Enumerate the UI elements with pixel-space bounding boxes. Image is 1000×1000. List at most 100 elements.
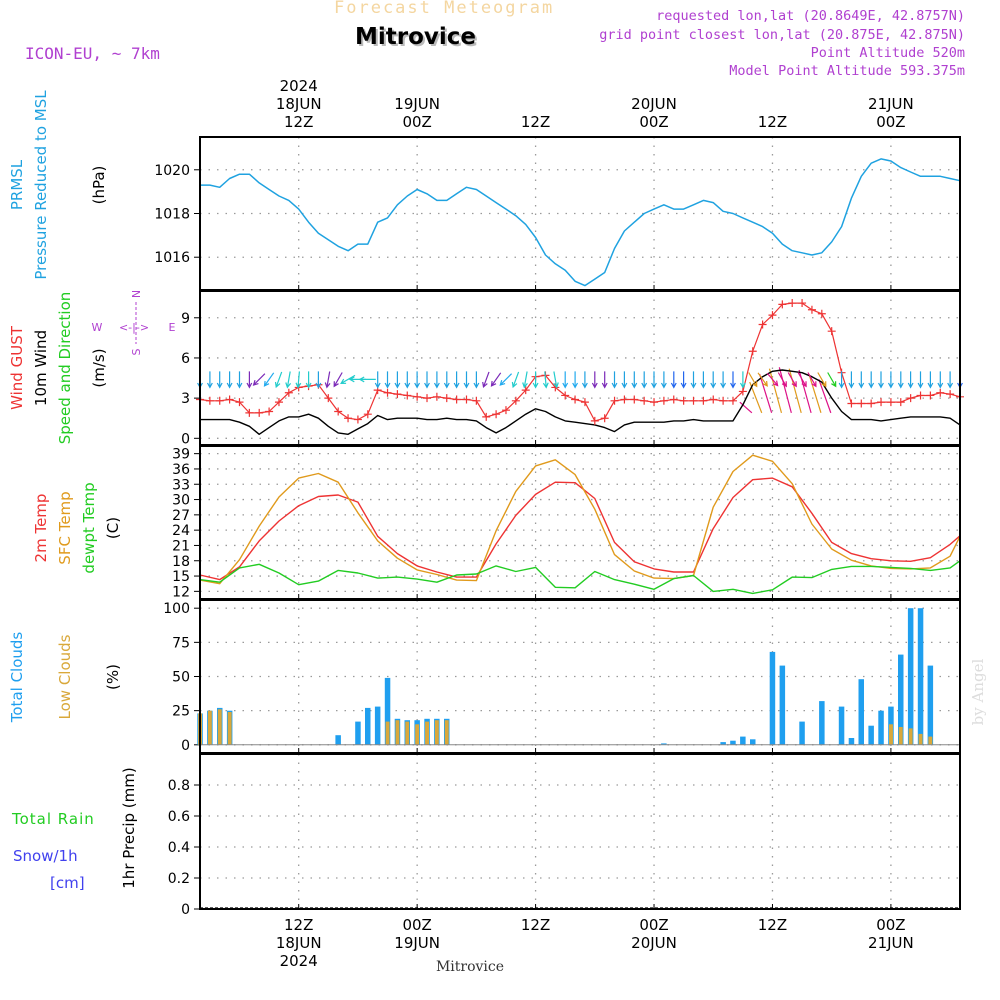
wind-direction-arrow bbox=[433, 371, 440, 389]
wind-direction-arrow bbox=[887, 371, 894, 389]
wind-direction-arrow bbox=[670, 371, 677, 389]
pressure-ytick-label: 1020 bbox=[154, 163, 190, 179]
pressure-panel: 1016 1018 1020 bbox=[154, 137, 960, 290]
gust-marker bbox=[265, 407, 274, 416]
gust-marker bbox=[274, 398, 283, 407]
low-cloud-bar bbox=[415, 724, 420, 745]
bottom-time-label: 12Z bbox=[758, 916, 787, 934]
temperature-series-dewpt-temp bbox=[199, 560, 961, 595]
wind-direction-arrow bbox=[463, 371, 470, 389]
wind-direction-arrow bbox=[424, 371, 430, 389]
total-cloud-bar bbox=[374, 706, 381, 745]
wind-direction-arrow bbox=[739, 371, 746, 389]
wind-direction-arrow bbox=[621, 371, 628, 389]
wind-direction-arrow bbox=[680, 371, 687, 389]
total-cloud-bar bbox=[661, 743, 667, 745]
point-altitude: Point Altitude 520m bbox=[810, 45, 965, 61]
bottom-time-label: 19JUN bbox=[394, 934, 440, 952]
wind-direction-arrow bbox=[827, 372, 837, 388]
model-altitude: Model Point Altitude 593.375m bbox=[729, 63, 965, 79]
low-cloud-bar bbox=[207, 710, 212, 745]
low-cloud-bar bbox=[898, 727, 903, 745]
top-time-label: 00Z bbox=[639, 113, 668, 131]
wind-direction-arrow bbox=[236, 371, 243, 389]
temperature-ytick-label: 36 bbox=[172, 462, 190, 478]
wind-direction-arrow bbox=[274, 371, 283, 389]
gust-marker bbox=[492, 410, 501, 419]
temperature-ytick-label: 12 bbox=[172, 584, 190, 600]
precipitation-ytick-label: 0.2 bbox=[168, 871, 190, 887]
gust-marker bbox=[946, 390, 955, 399]
requested-coords: requested lon,lat (20.8649E, 42.8757N) bbox=[656, 8, 965, 24]
gust-marker bbox=[719, 396, 728, 405]
total-cloud-bar bbox=[858, 679, 864, 745]
gust-marker bbox=[344, 414, 353, 423]
pressure-ytick-label: 1016 bbox=[154, 250, 190, 266]
wind-direction-arrow bbox=[394, 371, 401, 389]
total-cloud-bar bbox=[927, 665, 934, 745]
temperature-ytick-label: 21 bbox=[172, 538, 190, 554]
gust-marker bbox=[788, 299, 797, 308]
model-name: ICON-EU, ~ 7km bbox=[25, 44, 160, 63]
total-cloud-bar bbox=[838, 706, 845, 745]
total-cloud-bar bbox=[355, 721, 361, 745]
wind-direction-arrow bbox=[295, 371, 302, 389]
top-time-label: 12Z bbox=[758, 113, 787, 131]
clouds-axis-label: Total Clouds bbox=[8, 632, 26, 724]
wind-direction-arrow bbox=[848, 371, 855, 389]
grid-point-coords: grid point closest lon,lat (20.875E, 42.… bbox=[599, 27, 965, 43]
wind-direction-arrow bbox=[404, 371, 411, 389]
top-time-label: 00Z bbox=[402, 113, 431, 131]
wind-direction-arrow bbox=[358, 376, 376, 383]
wind-ytick-label: 6 bbox=[181, 351, 190, 367]
temperature-axis-label: SFC Temp bbox=[56, 491, 74, 564]
bottom-time-label: 2024 bbox=[280, 952, 318, 970]
low-cloud-bar bbox=[405, 721, 410, 745]
temperature-axis-label: (C) bbox=[104, 517, 122, 539]
product-title: Forecast Meteogram bbox=[334, 0, 555, 18]
wind-direction-arrow bbox=[499, 373, 513, 386]
gust-marker bbox=[501, 406, 510, 415]
temperature-ytick-label: 39 bbox=[172, 447, 190, 463]
temperature-axis-label: 2m Temp bbox=[32, 494, 50, 563]
precip-legend-snow: Snow/1h bbox=[13, 847, 78, 865]
temperature-ytick-label: 33 bbox=[172, 477, 190, 493]
top-time-label: 2024 bbox=[280, 77, 318, 95]
wind-direction-arrow bbox=[651, 371, 657, 389]
total-cloud-bar bbox=[848, 738, 855, 745]
wind-direction-arrow bbox=[611, 371, 618, 389]
gust-marker bbox=[620, 395, 629, 404]
wind-direction-arrow bbox=[720, 371, 727, 389]
top-time-label: 18JUN bbox=[276, 95, 322, 113]
total-cloud-bar bbox=[750, 739, 756, 745]
temperature-ytick-label: 24 bbox=[172, 523, 190, 539]
wind-direction-arrow bbox=[817, 372, 827, 388]
wind-direction-arrow bbox=[414, 371, 421, 389]
wind-direction-arrow bbox=[305, 371, 312, 389]
gust-marker bbox=[867, 399, 876, 408]
gust-marker bbox=[847, 399, 856, 408]
location-title: Mitrovice bbox=[355, 24, 477, 50]
low-cloud-bar bbox=[425, 721, 429, 745]
gust-marker bbox=[679, 396, 688, 405]
temperature-ytick-label: 18 bbox=[172, 554, 190, 570]
wind-direction-arrow bbox=[858, 371, 865, 389]
gust-marker bbox=[827, 327, 836, 336]
compass-arrows: <-|-> bbox=[119, 321, 149, 334]
wind-direction-arrow bbox=[631, 371, 638, 389]
gust-marker bbox=[511, 396, 520, 405]
wind-direction-arrow bbox=[252, 373, 266, 386]
gust-marker bbox=[334, 407, 343, 416]
wind-direction-arrow bbox=[340, 374, 356, 385]
total-cloud-bar bbox=[365, 707, 371, 745]
wind-direction-arrow bbox=[777, 372, 787, 388]
low-cloud-bar bbox=[385, 721, 390, 745]
compass-south: S bbox=[130, 348, 143, 355]
wind-direction-arrow bbox=[482, 371, 490, 389]
wind-direction-arrow bbox=[937, 371, 944, 389]
gust-marker bbox=[748, 347, 757, 356]
gust-marker bbox=[205, 396, 214, 405]
wind-direction-arrow bbox=[878, 371, 884, 389]
wind-direction-arrow bbox=[226, 371, 233, 389]
precip-axis-label: 1hr Precip (mm) bbox=[120, 767, 138, 888]
